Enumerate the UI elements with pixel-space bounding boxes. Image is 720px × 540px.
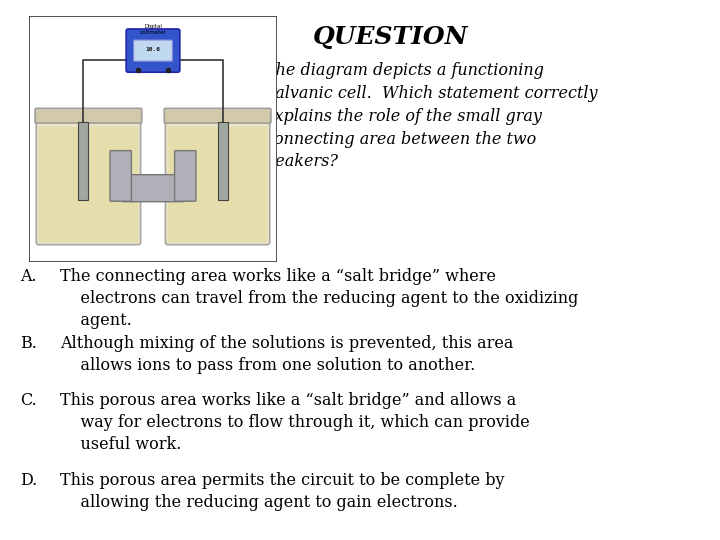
Text: A.: A. [20,268,37,285]
Text: This porous area works like a “salt bridge” and allows a
    way for electrons t: This porous area works like a “salt brid… [60,392,530,454]
FancyBboxPatch shape [110,151,131,201]
Text: QUESTION: QUESTION [312,25,468,49]
FancyBboxPatch shape [35,109,142,123]
FancyBboxPatch shape [168,127,267,242]
Text: The connecting area works like a “salt bridge” where
    electrons can travel fr: The connecting area works like a “salt b… [60,268,578,329]
Text: Digital: Digital [144,24,162,29]
FancyBboxPatch shape [36,112,140,245]
Text: B.: B. [20,335,37,352]
Bar [78,122,89,200]
Text: D.: D. [20,472,37,489]
FancyBboxPatch shape [164,109,271,123]
Text: voltmeter: voltmeter [140,30,166,35]
FancyBboxPatch shape [126,29,180,72]
FancyBboxPatch shape [134,40,172,61]
Text: This porous area permits the circuit to be complete by
    allowing the reducing: This porous area permits the circuit to … [60,472,505,511]
Bar [217,122,228,200]
Text: The diagram depicts a functioning
galvanic cell.  Which statement correctly
expl: The diagram depicts a functioning galvan… [265,62,598,171]
Text: C.: C. [20,392,37,409]
FancyBboxPatch shape [166,112,270,245]
Text: Although mixing of the solutions is prevented, this area
    allows ions to pass: Although mixing of the solutions is prev… [60,335,513,374]
Text: 10.6: 10.6 [145,47,161,52]
FancyBboxPatch shape [39,127,138,242]
FancyBboxPatch shape [122,174,184,202]
FancyBboxPatch shape [175,151,196,201]
